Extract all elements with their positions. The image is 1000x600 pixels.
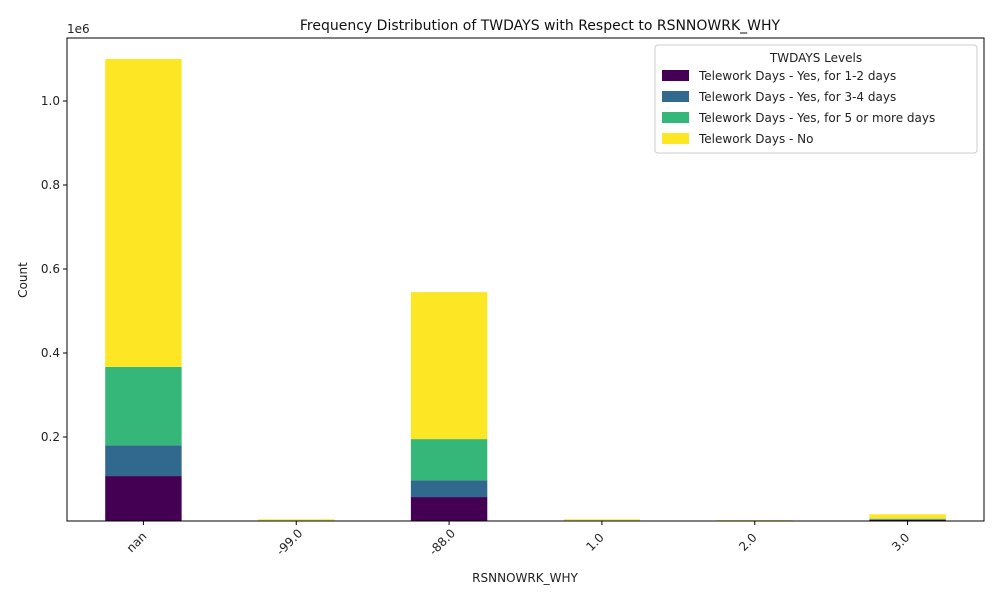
bar-3-3 [410,439,488,481]
plot-frame [66,37,985,522]
legend-swatch-4 [662,133,689,144]
bar-4-3 [410,292,488,440]
legend-swatch-3 [662,112,689,123]
x-axis: nan -99.0 -88.0 1.0 2.0 3.0 [124,521,912,558]
x-tick-label: nan [124,529,150,555]
legend-swatch-2 [662,91,689,102]
bar-1-6 [869,519,946,521]
y-axis: 0.2 0.4 0.6 0.8 1.0 [41,94,67,444]
legend-entry-1: Telework Days - Yes, for 1-2 days [698,69,896,83]
x-axis-label: RSNNOWRK_WHY [472,571,578,585]
x-tick-label: 3.0 [889,530,912,553]
x-tick-label: 2.0 [736,530,759,553]
legend-entry-4: Telework Days - No [698,132,813,146]
y-tick-label: 0.8 [41,178,60,192]
bar-1-3 [410,497,488,521]
bar-2-3 [410,480,488,498]
y-tick-label: 0.2 [41,430,60,444]
bar-3-6 [869,518,946,520]
chart-title: Frequency Distribution of TWDAYS with Re… [300,18,781,34]
legend-entry-2: Telework Days - Yes, for 3-4 days [698,90,896,104]
legend: TWDAYS Levels Telework Days - Yes, for 1… [654,44,978,154]
legend-frame [654,44,978,154]
bar-4-2 [258,519,335,521]
x-tick-label: -88.0 [426,526,458,558]
bar-2-1 [105,445,182,477]
bar-4-1 [105,59,182,367]
x-tick-label: 1.0 [583,530,606,553]
y-tick-label: 0.4 [41,346,60,360]
y-tick-label: 1.0 [41,94,60,108]
x-tick-label: -99.0 [273,526,305,558]
legend-title: TWDAYS Levels [769,51,862,65]
y-tick-label: 0.6 [41,262,60,276]
bar-1-1 [105,476,182,521]
bar-3-1 [105,366,182,446]
bar-4-4 [563,519,641,521]
bar-4-6 [869,514,946,519]
y-axis-label: Count [16,262,30,298]
legend-entry-3: Telework Days - Yes, for 5 or more days [698,111,935,125]
legend-swatch-1 [662,70,689,81]
y-offset-label: 1e6 [67,22,90,36]
